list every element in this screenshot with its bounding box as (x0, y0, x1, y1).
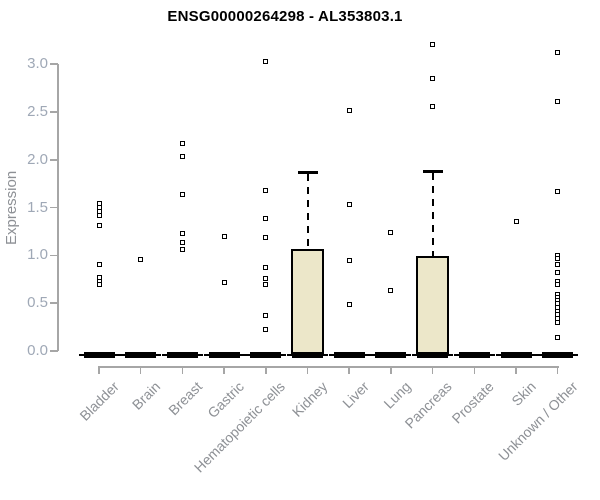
median-bar (500, 352, 532, 358)
data-point-marker (555, 335, 561, 341)
data-point-marker (179, 191, 185, 197)
y-tick-label: 1.0 (27, 246, 48, 264)
median-bar (166, 352, 198, 358)
y-axis-tick (50, 206, 58, 209)
box (416, 256, 450, 355)
y-tick-label: 3.0 (27, 55, 48, 73)
data-point-marker (96, 281, 102, 287)
x-axis-tick (98, 366, 100, 374)
y-axis-tick (50, 350, 58, 352)
data-point-marker (263, 187, 269, 193)
y-axis-tick (50, 254, 58, 257)
median-bar (458, 352, 490, 358)
data-point-marker (96, 223, 102, 229)
x-axis-tick (306, 366, 309, 374)
data-point-marker (555, 261, 561, 267)
data-point-marker (179, 141, 185, 147)
data-point-marker (263, 275, 269, 281)
y-axis-tick (50, 302, 58, 304)
x-tick-label: Brain (128, 378, 164, 413)
x-axis-tick (348, 366, 350, 374)
y-axis-tick (50, 111, 58, 113)
data-point-marker (96, 262, 102, 268)
x-tick-label: Lung (380, 378, 414, 412)
median-bar (125, 352, 157, 358)
data-point-marker (555, 50, 561, 56)
median-bar (333, 352, 365, 358)
data-point-marker (555, 255, 561, 261)
data-point-marker (179, 247, 185, 253)
data-point-marker (555, 319, 561, 325)
data-point-marker (96, 212, 102, 218)
data-point-marker (263, 281, 269, 287)
x-tick-label: Skin (508, 378, 539, 409)
whisker-line (431, 173, 434, 257)
x-tick-label: Liver (339, 378, 372, 412)
x-axis-line (98, 366, 559, 368)
chart-title: ENSG00000264298 - AL353803.1 (167, 8, 403, 25)
x-axis-tick (181, 366, 184, 374)
median-bar (250, 352, 282, 358)
x-axis-tick (223, 366, 225, 374)
data-point-marker (555, 300, 561, 306)
x-tick-label: Prostate (448, 378, 497, 427)
y-tick-label: 1.5 (27, 198, 48, 216)
whisker-cap (297, 171, 318, 174)
data-point-marker (513, 219, 519, 225)
y-axis-tick (50, 63, 58, 65)
x-axis-tick (139, 366, 142, 374)
x-tick-label: Unknown / Other (494, 378, 581, 464)
data-point-marker (555, 281, 561, 287)
y-axis-tick (50, 159, 58, 161)
data-point-marker (221, 279, 227, 285)
box (291, 248, 324, 355)
y-tick-label: 2.5 (27, 103, 48, 120)
x-axis-tick (556, 366, 559, 374)
data-point-marker (555, 270, 561, 276)
data-point-marker (346, 202, 352, 208)
data-point-marker (263, 265, 269, 271)
median-bar (542, 352, 574, 358)
median-bar (417, 352, 449, 358)
data-point-marker (179, 230, 185, 236)
x-tick-label: Breast (165, 378, 206, 419)
x-tick-label: Bladder (76, 378, 122, 424)
y-tick-label: 0.0 (27, 342, 48, 359)
data-point-marker (430, 103, 436, 109)
median-bar (208, 352, 240, 358)
median-bar (292, 352, 323, 358)
x-tick-label: Kidney (288, 378, 331, 420)
data-point-marker (263, 58, 269, 64)
data-point-marker (263, 215, 269, 221)
data-point-marker (346, 107, 352, 113)
data-point-marker (430, 41, 436, 47)
x-axis-tick (431, 366, 434, 374)
data-point-marker (555, 98, 561, 104)
whisker-line (306, 174, 309, 249)
data-point-marker (388, 288, 394, 294)
data-point-marker (179, 154, 185, 160)
data-point-marker (388, 229, 394, 235)
data-point-marker (138, 256, 144, 262)
data-point-marker (430, 76, 436, 82)
data-point-marker (346, 301, 352, 307)
y-tick-label: 2.0 (27, 150, 48, 168)
x-axis-tick (390, 366, 392, 374)
data-point-marker (179, 240, 185, 246)
data-point-marker (346, 257, 352, 263)
y-tick-label: 0.5 (27, 294, 48, 312)
data-point-marker (555, 188, 561, 194)
data-point-marker (221, 233, 227, 239)
median-bar (83, 352, 115, 358)
data-point-marker (263, 327, 269, 333)
x-axis-tick (265, 366, 267, 374)
data-point-marker (263, 234, 269, 240)
x-axis-tick (473, 366, 476, 374)
whisker-cap (422, 170, 443, 173)
median-bar (375, 352, 407, 358)
data-point-marker (263, 313, 269, 319)
x-axis-tick (515, 366, 517, 374)
